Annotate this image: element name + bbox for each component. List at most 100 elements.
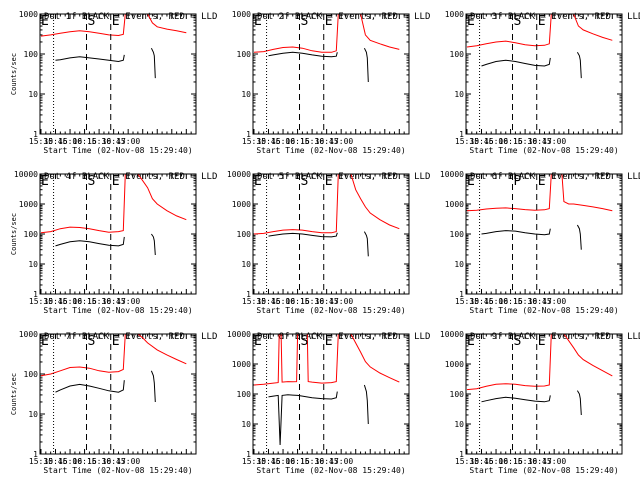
x-tick-label: 16:00 <box>271 457 295 466</box>
x-tick-label: 15:45 <box>256 137 280 146</box>
panel-title: Det 1f BLACK = Events, RED = LLD <box>44 12 217 22</box>
event-marker-label: S <box>88 14 96 29</box>
x-tick-label: 16:45 <box>315 137 339 146</box>
x-tick-label: 16:30 <box>513 297 537 306</box>
y-tick-label: 100 <box>450 230 465 239</box>
x-tick-label: 15:30 <box>455 137 479 146</box>
y-tick-label: 100 <box>237 390 252 399</box>
event-marker-label: E <box>254 174 262 189</box>
detector-panel-6: Det 6f BLACK = Events, RED = LLD 1 10 100 10… <box>440 170 640 315</box>
x-axis-label: Start Time (02-Nov-08 15:29:40) <box>256 146 405 155</box>
x-tick-label: 16:45 <box>528 297 552 306</box>
detector-panel-1: Det 1f BLACK = Events, RED = LLD 1 10 100 10… <box>10 10 217 155</box>
event-marker-label: E <box>538 334 546 349</box>
panel-frame <box>465 333 623 455</box>
event-marker-label: E <box>254 14 262 29</box>
panel-frame <box>39 173 197 295</box>
lld-series-line <box>466 14 613 48</box>
y-tick-label: 100 <box>24 370 39 379</box>
lld-series-line <box>40 334 187 377</box>
event-marker-label: E <box>467 174 475 189</box>
y-tick-label: 1 <box>459 290 464 299</box>
events-series-line <box>576 52 582 79</box>
y-tick-label: 1 <box>246 290 251 299</box>
x-axis-label: Start Time (02-Nov-08 15:29:40) <box>43 146 192 155</box>
event-marker-label: E <box>467 334 475 349</box>
y-axis-label: Counts/sec <box>10 213 18 255</box>
x-tick-label: 15:45 <box>469 297 493 306</box>
lld-series-line <box>40 14 187 37</box>
x-tick-label: 15:30 <box>455 297 479 306</box>
y-tick-label: 10 <box>241 260 251 269</box>
x-tick-label: 15:30 <box>29 137 53 146</box>
y-tick-label: 10000 <box>227 330 251 339</box>
x-tick-label: 17:00 <box>542 297 566 306</box>
y-tick-label: 100 <box>237 50 252 59</box>
event-marker-label: S <box>301 334 309 349</box>
y-tick-label: 100 <box>24 50 39 59</box>
y-tick-label: 10 <box>454 260 464 269</box>
y-tick-label: 1000 <box>445 200 464 209</box>
detector-panel-9: Det 9f BLACK = Events, RED = LLD 1 10 100 10… <box>440 330 640 475</box>
event-marker-label: E <box>41 14 49 29</box>
x-tick-label: 15:45 <box>256 297 280 306</box>
x-tick-label: 16:15 <box>286 137 310 146</box>
y-tick-label: 1000 <box>232 10 251 19</box>
x-axis-label: Start Time (02-Nov-08 15:29:40) <box>469 466 618 475</box>
panel-frame <box>465 173 623 295</box>
y-tick-label: 10 <box>454 420 464 429</box>
y-tick-label: 100 <box>24 230 39 239</box>
y-tick-label: 1 <box>33 130 38 139</box>
lld-series-line <box>40 174 187 234</box>
y-tick-label: 1 <box>33 450 38 459</box>
panel-title: Det 9f BLACK = Events, RED = LLD <box>470 332 640 342</box>
x-axis-label: Start Time (02-Nov-08 15:29:40) <box>43 466 192 475</box>
x-axis-label: Start Time (02-Nov-08 15:29:40) <box>469 146 618 155</box>
x-tick-label: 16:45 <box>102 457 126 466</box>
lld-series-line <box>253 334 400 386</box>
y-tick-label: 10 <box>28 90 38 99</box>
x-tick-label: 16:15 <box>286 297 310 306</box>
x-tick-label: 16:15 <box>73 297 97 306</box>
y-tick-label: 100 <box>237 230 252 239</box>
event-marker-label: E <box>112 14 120 29</box>
events-series-line <box>576 390 582 416</box>
panel-frame <box>39 13 197 135</box>
x-tick-label: 16:00 <box>484 297 508 306</box>
x-tick-label: 16:00 <box>58 137 82 146</box>
event-marker-label: E <box>538 14 546 29</box>
lld-series-line <box>253 174 400 235</box>
events-series-line <box>363 47 369 83</box>
y-tick-label: 1000 <box>19 10 38 19</box>
events-series-line <box>150 370 156 403</box>
y-tick-label: 1000 <box>19 200 38 209</box>
x-tick-label: 15:45 <box>469 137 493 146</box>
panel-frame <box>465 13 623 135</box>
x-tick-label: 15:30 <box>29 297 53 306</box>
y-tick-label: 10 <box>28 410 38 419</box>
events-series-line <box>481 57 551 67</box>
panel-title: Det 8f BLACK = Events, RED = LLD <box>257 332 430 342</box>
x-tick-label: 16:45 <box>102 297 126 306</box>
detector-panel-5: Det 5f BLACK = Events, RED = LLD 1 10 100 10… <box>227 170 430 315</box>
x-tick-label: 16:45 <box>102 137 126 146</box>
x-tick-label: 15:30 <box>242 297 266 306</box>
x-tick-label: 16:15 <box>286 457 310 466</box>
x-tick-label: 16:15 <box>73 137 97 146</box>
x-tick-label: 15:30 <box>455 457 479 466</box>
x-tick-label: 16:30 <box>87 137 111 146</box>
y-tick-label: 10 <box>28 260 38 269</box>
panel-frame <box>252 173 410 295</box>
event-marker-label: E <box>325 174 333 189</box>
y-tick-label: 10000 <box>440 330 464 339</box>
x-tick-label: 16:15 <box>73 457 97 466</box>
event-marker-label: E <box>41 334 49 349</box>
panel-frame <box>39 333 197 455</box>
x-tick-label: 16:30 <box>300 457 324 466</box>
x-tick-label: 16:00 <box>484 457 508 466</box>
event-marker-label: E <box>538 174 546 189</box>
x-tick-label: 15:45 <box>256 457 280 466</box>
y-tick-label: 1 <box>459 450 464 459</box>
event-marker-label: P <box>514 174 522 189</box>
y-tick-label: 10000 <box>227 170 251 179</box>
